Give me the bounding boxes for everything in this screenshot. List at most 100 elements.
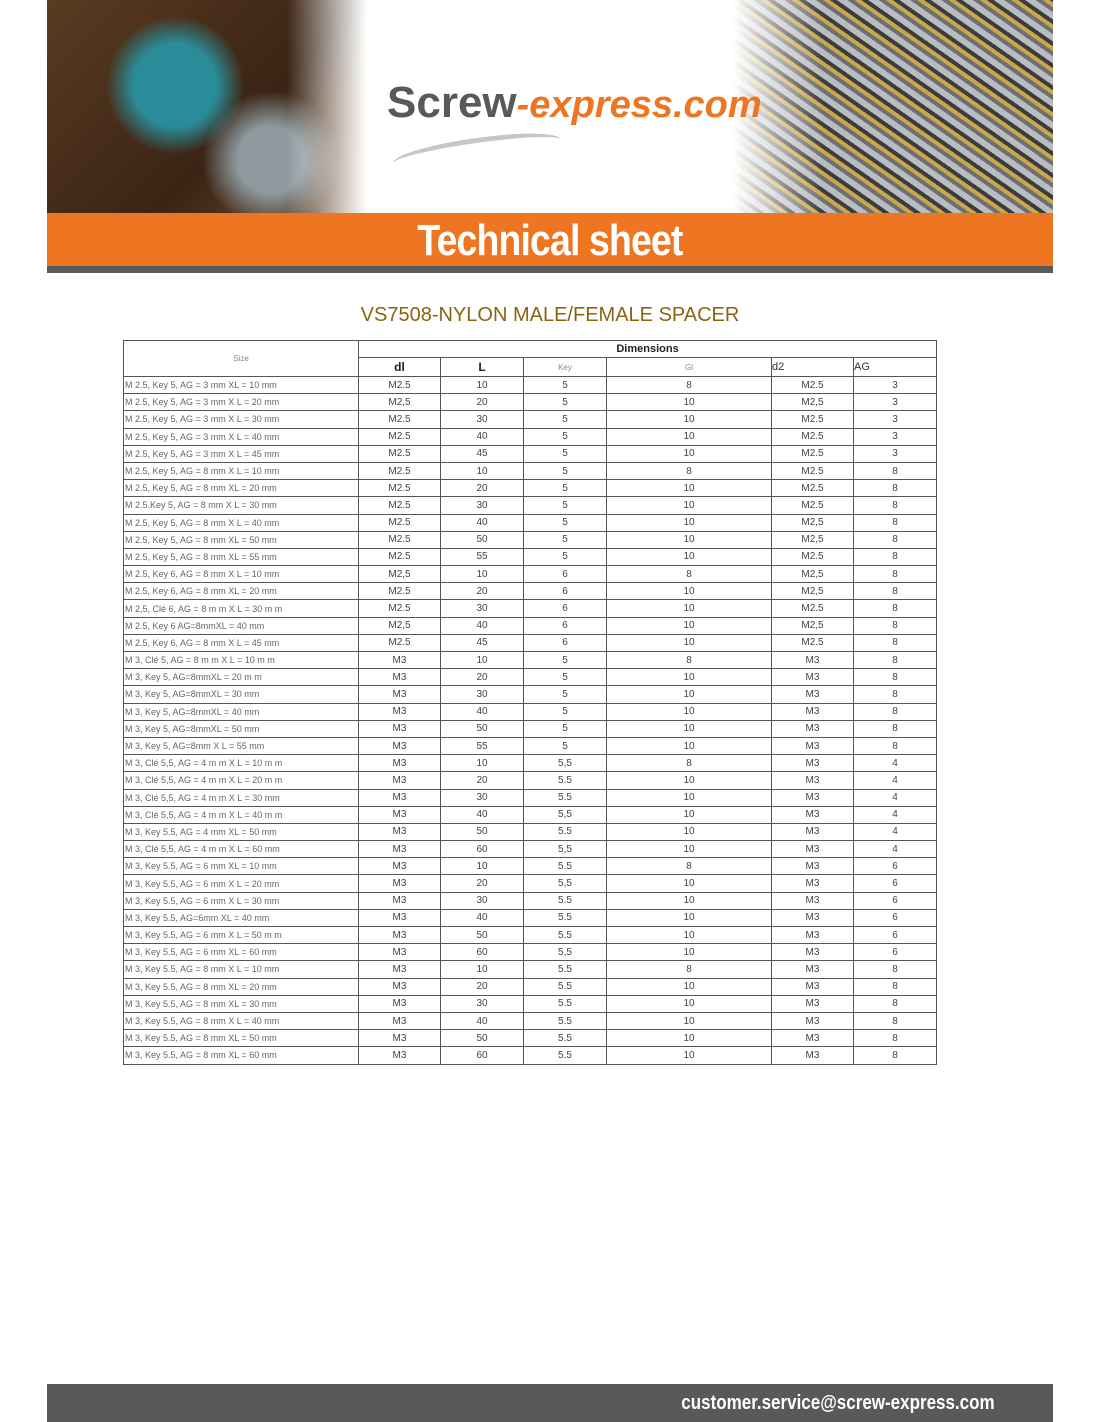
cell-size: M 2.5, Key 5, AG = 3 mm X L = 45 mm — [123, 444, 359, 463]
table-row: M 2.5, Key 5, AG = 3 mm XL = 10 mm M2.5 10… — [123, 375, 938, 395]
cell-l: 30 — [440, 788, 524, 807]
cell-gl: 10 — [606, 771, 772, 790]
cell-gl: 8 — [606, 375, 772, 395]
table-row: M 3, Key 5.5, AG = 8 mm XL = 30 mm M3 30 5.… — [123, 994, 938, 1013]
cell-l: 10 — [440, 375, 524, 395]
cell-d2: M3 — [771, 891, 854, 910]
cell-ag: 6 — [852, 943, 938, 962]
cell-dl: M3 — [358, 685, 441, 704]
header-banner: Screw-express.com — [47, 0, 1053, 213]
cell-d2: M3 — [771, 754, 854, 773]
cell-gl: 10 — [606, 530, 772, 549]
cell-ag: 8 — [852, 960, 938, 979]
cell-ag: 3 — [852, 427, 938, 446]
cell-size: M 2.5, Key 5, AG = 3 mm X L = 20 mm — [123, 393, 359, 412]
cell-ag: 6 — [852, 891, 938, 910]
cell-key: 5 — [523, 685, 607, 704]
table-row: M 3, Clé 5,5, AG = 4 m m X L = 40 m m M3 4… — [123, 805, 938, 824]
cell-d2: M3 — [771, 1011, 854, 1031]
cell-d2: M2,5 — [771, 393, 854, 412]
cell-key: 5 — [523, 702, 607, 721]
cell-key: 5 — [523, 410, 607, 429]
cell-size: M 2.5, Key 5, AG = 8 mm XL = 50 mm — [123, 530, 359, 549]
cell-dl: M3 — [358, 857, 441, 876]
cell-gl: 10 — [606, 685, 772, 704]
cell-d2: M3 — [771, 908, 854, 928]
cell-d2: M2.5 — [771, 410, 854, 429]
cell-l: 45 — [440, 633, 524, 653]
cell-d2: M2.5 — [771, 461, 854, 481]
cell-gl: 10 — [606, 994, 772, 1013]
cell-size: M 3, Key 5, AG=8mmXL = 30 mm — [123, 685, 359, 704]
table-row: M 3, Key 5.5, AG = 8 mm XL = 20 mm M3 20 5.… — [123, 977, 938, 996]
cell-gl: 8 — [606, 565, 772, 584]
cell-ag: 4 — [852, 771, 938, 790]
col-header-gl: Gl — [606, 357, 772, 377]
cell-gl: 10 — [606, 925, 772, 945]
cell-dl: M3 — [358, 754, 441, 773]
cell-dl: M2.5 — [358, 375, 441, 395]
cell-gl: 10 — [606, 1046, 772, 1065]
divider — [47, 266, 1053, 273]
table-row: M 2.5, Key 5, AG = 3 mm X L = 20 mm M2,5 2… — [123, 393, 938, 412]
cell-ag: 6 — [852, 925, 938, 945]
cell-size: M 3, Key 5.5, AG = 8 mm X L = 40 mm — [123, 1011, 359, 1031]
cell-size: M 3, Key 5.5, AG = 8 mm XL = 20 mm — [123, 977, 359, 996]
table-row: M 2,5, Clé 6, AG = 8 m m X L = 30 m m M2.… — [123, 599, 938, 618]
table-row: M 3, Clé 5,5, AG = 4 m m X L = 10 m m M3 1… — [123, 754, 938, 773]
cell-key: 5 — [523, 444, 607, 463]
cell-ag: 4 — [852, 822, 938, 842]
cell-gl: 10 — [606, 822, 772, 842]
cell-gl: 8 — [606, 754, 772, 773]
dimensions-header: Dimensions — [357, 340, 938, 358]
cell-gl: 10 — [606, 1029, 772, 1048]
cell-d2: M3 — [771, 943, 854, 962]
cell-l: 20 — [440, 582, 524, 601]
cell-dl: M2.5 — [358, 513, 441, 532]
cell-key: 5 — [523, 530, 607, 549]
cell-size: M 3, Clé 5,5, AG = 4 m m X L = 30 mm — [123, 788, 359, 807]
cell-l: 40 — [440, 805, 524, 824]
table-row: M 3, Clé 5, AG = 8 m m X L = 10 m m M3 10 5… — [123, 650, 938, 670]
cell-dl: M3 — [358, 702, 441, 721]
cell-d2: M2,5 — [771, 530, 854, 549]
cell-dl: M2.5 — [358, 427, 441, 446]
cell-key: 5.5 — [523, 771, 607, 790]
cell-l: 40 — [440, 616, 524, 635]
cell-key: 5.5 — [523, 994, 607, 1013]
cell-ag: 6 — [852, 874, 938, 893]
cell-l: 30 — [440, 410, 524, 429]
cell-key: 5 — [523, 513, 607, 532]
cell-l: 60 — [440, 943, 524, 962]
cell-dl: M3 — [358, 925, 441, 945]
cell-key: 5 — [523, 736, 607, 756]
table-row: M 2.5, Key 6, AG = 8 mm X L = 45 mm M2.5 4… — [123, 633, 938, 653]
cell-dl: M2.5 — [358, 530, 441, 549]
cell-gl: 10 — [606, 874, 772, 893]
cell-gl: 10 — [606, 616, 772, 635]
cell-size: M 3, Key 5.5, AG = 8 mm XL = 50 mm — [123, 1029, 359, 1048]
cell-gl: 10 — [606, 736, 772, 756]
cell-l: 60 — [440, 840, 524, 859]
table-row: M 2.5, Key 5, AG = 8 mm X L = 40 mm M2.5 4… — [123, 513, 938, 532]
cell-size: M 2.5, Key 5, AG = 3 mm X L = 40 mm — [123, 427, 359, 446]
cell-dl: M3 — [358, 668, 441, 687]
cell-d2: M2.5 — [771, 427, 854, 446]
cell-dl: M3 — [358, 771, 441, 790]
cell-key: 5.5 — [523, 977, 607, 996]
table-row: M 3, Key 5.5, AG = 4 mm XL = 50 mm M3 50 5.… — [123, 822, 938, 842]
cell-key: 5.5 — [523, 925, 607, 945]
cell-ag: 8 — [852, 616, 938, 635]
cell-l: 45 — [440, 444, 524, 463]
cell-size: M 2.5, Key 5, AG = 3 mm XL = 10 mm — [123, 375, 359, 395]
cell-ag: 8 — [852, 547, 938, 567]
cell-l: 50 — [440, 719, 524, 738]
cell-dl: M2.5 — [358, 444, 441, 463]
cell-dl: M2,5 — [358, 616, 441, 635]
table-row: M 3, Key 5.5, AG = 6 mm X L = 20 mm M3 20 5… — [123, 874, 938, 893]
cell-dl: M3 — [358, 719, 441, 738]
cell-size: M 3, Key 5.5, AG = 6 mm XL = 60 mm — [123, 943, 359, 962]
table-row: M 2.5, Key 5, AG = 8 mm XL = 55 mm M2.5 55… — [123, 547, 938, 567]
footer: customer.service@screw-express.com — [47, 1384, 1053, 1422]
footer-email[interactable]: customer.service@screw-express.com — [681, 1392, 995, 1414]
